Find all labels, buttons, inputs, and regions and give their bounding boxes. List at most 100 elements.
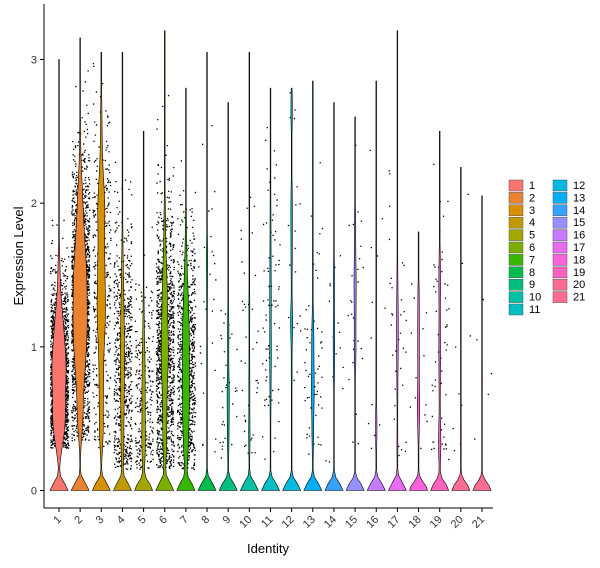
- x-tick-label-5: 5: [136, 514, 149, 527]
- legend-key-16: [552, 229, 568, 241]
- legend-label-15: 15: [573, 217, 585, 229]
- legend-label-5: 5: [529, 230, 535, 242]
- x-tick-label-18: 18: [407, 514, 424, 531]
- legend-label-9: 9: [529, 279, 535, 291]
- legend-label-8: 8: [529, 267, 535, 279]
- violin-20: [451, 166, 471, 491]
- x-tick-label-13: 13: [301, 514, 318, 531]
- violin-9: [218, 102, 238, 491]
- violin-18: [409, 231, 428, 491]
- points-4: [113, 161, 133, 470]
- y-tick-label-3: 3: [31, 55, 37, 67]
- x-tick-label-20: 20: [449, 514, 466, 531]
- violin-3: [91, 52, 111, 491]
- violin-12: [282, 87, 302, 491]
- legend-key-9: [508, 278, 524, 291]
- violin-19: [430, 131, 450, 491]
- violin-shapes: [49, 30, 492, 491]
- violin-4: [112, 52, 132, 491]
- y-tick-label-2: 2: [31, 198, 37, 210]
- y-tick-label-1: 1: [31, 342, 37, 354]
- legend-label-3: 3: [529, 205, 535, 217]
- y-axis-title: Expression Level: [11, 206, 26, 305]
- points-11: [262, 127, 281, 460]
- legend-key-11: [508, 303, 524, 316]
- legend-label-6: 6: [529, 242, 535, 254]
- points-19: [431, 163, 450, 461]
- x-tick-label-19: 19: [428, 514, 445, 531]
- legend-label-1: 1: [529, 180, 535, 192]
- x-tick-label-14: 14: [322, 514, 339, 531]
- violin-7: [176, 87, 196, 491]
- violin-1: [49, 59, 69, 491]
- points-20: [452, 193, 471, 452]
- violin-11: [261, 87, 280, 491]
- legend-key-4: [508, 216, 524, 229]
- legend-key-1: [508, 179, 524, 192]
- legend-key-17: [552, 241, 568, 254]
- x-tick-label-2: 2: [72, 514, 85, 527]
- x-tick-label-6: 6: [157, 514, 170, 527]
- x-tick-label-1: 1: [51, 514, 64, 527]
- legend-key-18: [552, 254, 568, 266]
- violin-2: [70, 37, 90, 491]
- legend-label-17: 17: [573, 242, 585, 254]
- y-ticks: 0 1 2 3: [31, 55, 44, 498]
- legend-key-21: [552, 291, 568, 303]
- legend-label-16: 16: [573, 230, 585, 242]
- axes: [43, 4, 493, 509]
- legend-key-13: [552, 192, 568, 204]
- legend-label-7: 7: [529, 254, 535, 266]
- x-tick-label-11: 11: [259, 514, 276, 531]
- violin-21: [472, 195, 492, 491]
- legend-key-6: [508, 241, 524, 254]
- legend-key-5: [508, 229, 524, 241]
- points-21: [474, 298, 492, 440]
- y-tick-label-0: 0: [31, 486, 37, 498]
- legend-label-2: 2: [529, 192, 535, 204]
- legend-key-3: [508, 204, 524, 217]
- x-tick-label-3: 3: [94, 514, 107, 527]
- x-tick-label-17: 17: [385, 514, 402, 531]
- violin-15: [345, 116, 365, 491]
- legend-key-10: [508, 291, 524, 303]
- x-tick-label-15: 15: [343, 514, 360, 531]
- legend-label-20: 20: [573, 279, 585, 291]
- legend-label-14: 14: [573, 205, 585, 217]
- legend-label-11: 11: [529, 304, 540, 316]
- violin-6: [155, 30, 175, 491]
- x-tick-label-7: 7: [178, 514, 191, 527]
- x-tick-label-16: 16: [364, 514, 381, 531]
- violin-5: [134, 131, 154, 491]
- x-tick-label-8: 8: [199, 514, 212, 527]
- legend-label-10: 10: [529, 292, 541, 304]
- legend-key-8: [508, 266, 524, 279]
- legend-key-14: [552, 204, 568, 217]
- legend-label-21: 21: [573, 292, 585, 304]
- violin-17: [387, 30, 407, 491]
- legend-key-19: [552, 266, 568, 279]
- x-ticks: 1 2 3 4 5 6 7 8 9 10 11 12 13 14 15 16 17 18 19 20 21: [51, 508, 487, 531]
- x-tick-label-12: 12: [280, 514, 297, 531]
- points-12: [287, 92, 302, 382]
- legend-key-15: [552, 216, 568, 229]
- violin-10: [239, 52, 259, 491]
- legend-label-18: 18: [573, 254, 585, 266]
- violin-8: [197, 52, 217, 491]
- legend-label-19: 19: [573, 267, 585, 279]
- legend-key-7: [508, 254, 524, 266]
- legend-key-2: [508, 192, 524, 204]
- x-tick-label-9: 9: [221, 514, 234, 527]
- legend-key-20: [552, 278, 568, 291]
- violin-14: [324, 102, 344, 491]
- legend-label-4: 4: [529, 217, 535, 229]
- legend-label-12: 12: [573, 180, 585, 192]
- x-axis-title: Identity: [247, 541, 289, 556]
- x-tick-label-21: 21: [470, 514, 487, 531]
- legend-label-13: 13: [573, 192, 585, 204]
- violin-13: [303, 80, 323, 491]
- x-tick-label-4: 4: [115, 514, 128, 527]
- violin-16: [366, 80, 386, 491]
